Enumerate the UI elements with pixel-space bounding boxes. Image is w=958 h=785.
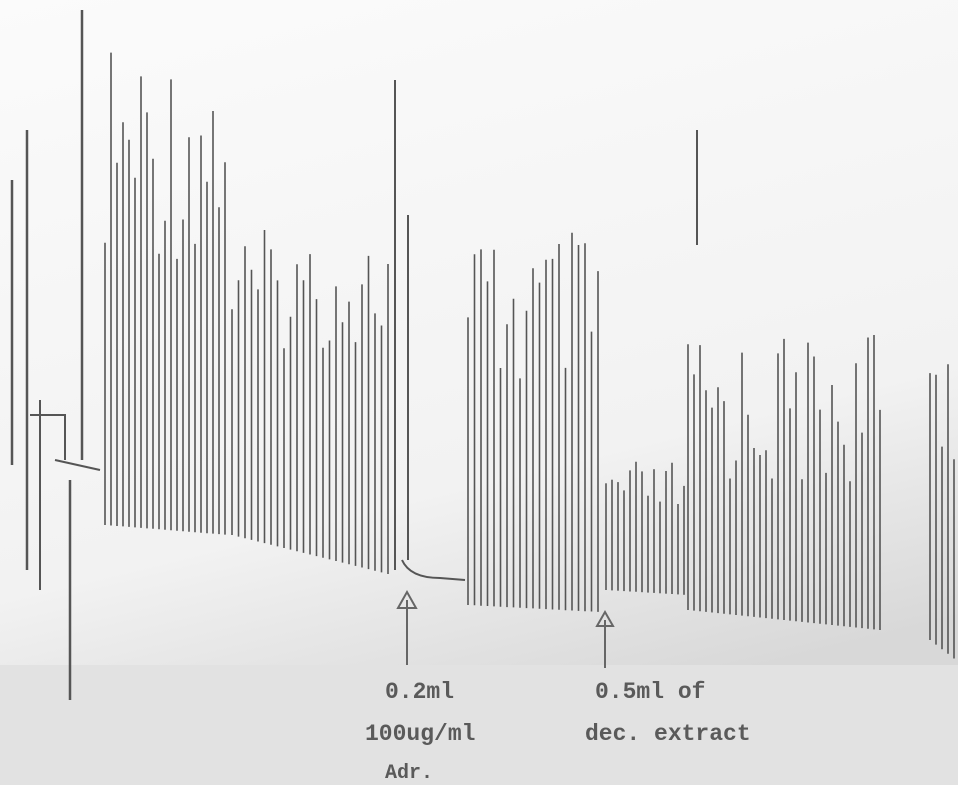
- annotation-line: 0.2ml: [385, 679, 454, 705]
- annotation-line: dec. extract: [585, 721, 751, 747]
- kymograph-figure: 0.2ml 100ug/ml Adr. 0.5ml of dec. extrac…: [0, 0, 958, 785]
- annotation-line: 0.5ml of: [595, 679, 705, 705]
- paper-margin: [0, 665, 958, 785]
- annotation-line: Adr.: [385, 762, 433, 785]
- annotation-line: 100ug/ml: [365, 721, 475, 747]
- page: {"annotations": [ {"lines": ["0.2ml", "1…: [0, 0, 958, 785]
